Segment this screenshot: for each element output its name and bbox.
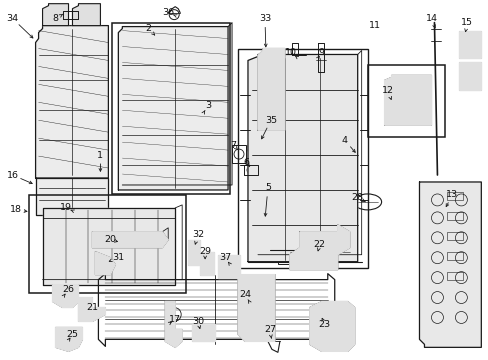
Text: 31: 31 [112,253,124,262]
Bar [367,66,445,137]
Polygon shape [78,298,105,321]
Text: 24: 24 [239,290,250,299]
Polygon shape [92,232,168,248]
Text: 11: 11 [368,21,380,30]
Text: 33: 33 [258,14,270,23]
Text: 17: 17 [169,315,181,324]
Polygon shape [200,252,214,275]
Polygon shape [42,4,68,26]
Polygon shape [188,240,200,265]
Text: 13: 13 [446,190,458,199]
Text: 8: 8 [52,14,59,23]
Text: 29: 29 [199,247,211,256]
Text: 1: 1 [97,150,103,159]
Polygon shape [289,225,349,270]
Polygon shape [458,31,480,58]
Polygon shape [165,302,182,347]
Text: 14: 14 [425,14,437,23]
Text: 4: 4 [341,136,347,145]
Bar [447,272,463,280]
Bar [447,212,463,220]
Bar [447,232,463,240]
Polygon shape [36,178,108,215]
Bar [112,23,229,194]
Text: 36: 36 [162,8,174,17]
Bar [447,192,463,200]
Bar [232,145,245,163]
Polygon shape [218,255,240,278]
Text: 34: 34 [6,14,19,23]
Text: 27: 27 [264,325,275,334]
Bar [447,252,463,260]
Text: 15: 15 [460,18,472,27]
Polygon shape [258,49,285,130]
Polygon shape [309,302,354,351]
Text: 30: 30 [192,317,204,326]
Text: 6: 6 [243,158,248,167]
Text: 35: 35 [264,116,276,125]
Text: 21: 21 [86,303,98,312]
Text: 2: 2 [145,24,151,33]
Text: 28: 28 [351,193,363,202]
Polygon shape [238,275,274,341]
Text: 23: 23 [318,320,330,329]
Text: 18: 18 [10,206,21,215]
Polygon shape [42,208,175,285]
Polygon shape [118,27,227,190]
Text: 20: 20 [104,235,116,244]
Text: 9: 9 [318,48,324,57]
Text: 37: 37 [219,253,231,262]
Text: 22: 22 [313,240,325,249]
Bar [238,49,367,268]
Bar [29,195,186,293]
Polygon shape [384,75,430,125]
Text: 25: 25 [66,330,79,339]
Text: 19: 19 [60,203,71,212]
Polygon shape [72,4,100,26]
Polygon shape [52,285,78,307]
Text: 7: 7 [229,141,236,150]
Text: 32: 32 [192,230,204,239]
Polygon shape [56,328,82,351]
Polygon shape [192,324,215,341]
Polygon shape [95,252,115,275]
Text: 5: 5 [264,184,270,193]
Polygon shape [458,62,480,90]
Polygon shape [419,182,480,347]
Text: 12: 12 [381,86,393,95]
Text: 26: 26 [62,285,74,294]
Text: 16: 16 [7,171,19,180]
Polygon shape [247,54,357,262]
Bar [394,78,412,88]
Bar [301,252,323,264]
Polygon shape [36,26,108,178]
Text: 10: 10 [285,48,296,57]
Text: 3: 3 [204,101,211,110]
Bar [277,252,299,264]
